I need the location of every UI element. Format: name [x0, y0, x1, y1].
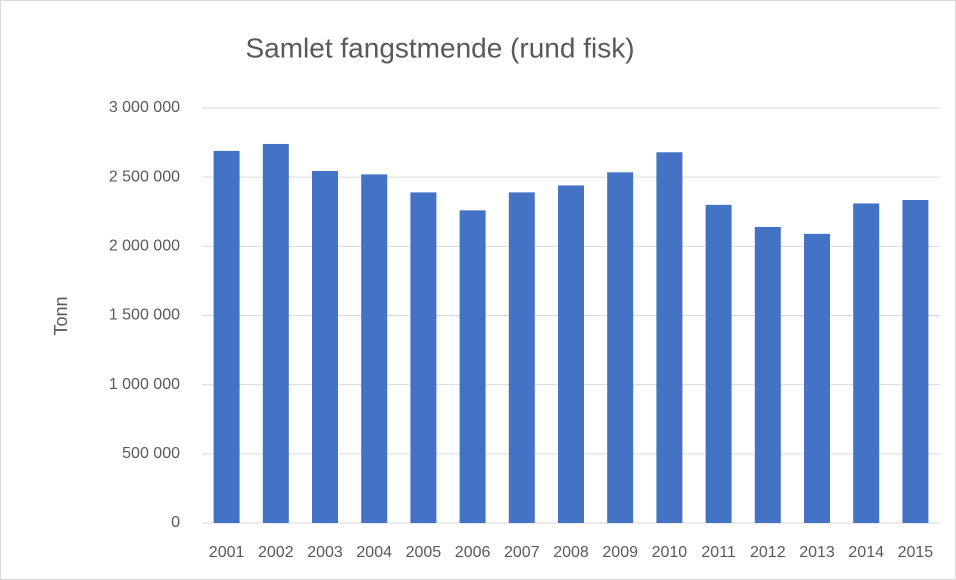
y-axis-label: Tonn [51, 296, 71, 335]
x-tick-label: 2006 [455, 544, 491, 561]
bar [607, 172, 634, 523]
x-tick-label: 2013 [799, 544, 835, 561]
x-tick-label: 2011 [701, 544, 736, 561]
x-tick-label: 2005 [406, 544, 442, 561]
y-tick-label: 2 500 000 [109, 168, 180, 185]
bar [508, 192, 535, 523]
x-tick-label: 2003 [307, 544, 343, 561]
bar [656, 152, 683, 523]
bar [804, 233, 830, 523]
bar [705, 204, 732, 524]
bar [213, 150, 240, 523]
bar [312, 170, 338, 524]
y-tick-label: 500 000 [122, 445, 180, 462]
y-tick-label: 0 [171, 514, 180, 531]
x-tick-label: 2009 [602, 544, 638, 561]
bar [459, 210, 486, 523]
y-tick-label: 1 500 000 [109, 307, 180, 324]
bar [853, 203, 880, 523]
y-tick-label: 3 000 000 [109, 99, 180, 116]
x-tick-label: 2012 [750, 544, 786, 561]
bar [262, 143, 289, 523]
x-tick-label: 2002 [258, 544, 294, 561]
x-tick-label: 2001 [209, 544, 245, 561]
x-tick-label: 2010 [652, 544, 688, 561]
bar [361, 174, 388, 523]
chart-title: Samlet fangstmende (rund fisk) [245, 32, 634, 63]
y-tick-label: 1 000 000 [109, 376, 180, 393]
bar [558, 185, 584, 523]
x-tick-label: 2015 [898, 544, 934, 561]
x-tick-label: 2007 [504, 544, 540, 561]
bar [410, 192, 437, 523]
x-tick-label: 2008 [553, 544, 589, 561]
bar [902, 199, 929, 523]
x-tick-label: 2014 [848, 544, 884, 561]
y-tick-label: 2 000 000 [109, 238, 180, 255]
x-tick-label: 2004 [356, 544, 392, 561]
bar [754, 226, 781, 523]
